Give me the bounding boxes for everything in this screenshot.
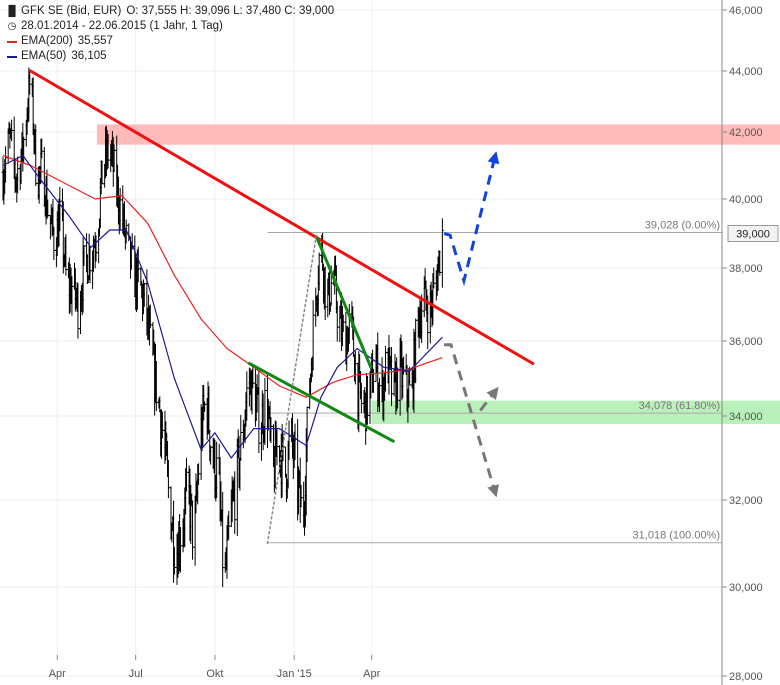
bearish-projection-arrow [444, 343, 499, 498]
axes: 28,000 30,000 32,000 34,000 36,000 38,000 40,0… [49, 0, 779, 685]
price-bar [257, 369, 261, 454]
y-tick-label: 32,000 [729, 495, 763, 507]
chart-legend: █​ GFK SE (Bid, EUR) O: 37,555 H: 39,096… [5, 4, 334, 64]
ema200-value: 35,557 [77, 35, 113, 47]
fib-level-label: 34,078 (61.80%) [639, 400, 720, 412]
x-tick-label: Apr [363, 668, 380, 680]
y-tick-label: 28,000 [729, 671, 763, 683]
price-bar [191, 500, 195, 560]
x-tick-label: Jul [129, 668, 143, 680]
y-tick-label: 36,000 [729, 336, 763, 348]
fibonacci-levels: 39,028 (0.00%) 34,078 (61.80%) 31,018 (100… [267, 220, 722, 544]
triangle-upper-line [315, 235, 373, 369]
projection-arrows [443, 151, 500, 498]
price-bar [221, 491, 225, 588]
instrument-name: GFK SE (Bid, EUR) [21, 5, 122, 17]
ohlc-values: O: 37,555 H: 39,096 L: 37,480 C: 39,000 [126, 5, 335, 17]
last-price-box [727, 225, 779, 242]
price-bar [239, 414, 243, 461]
y-tick-label: 46,000 [729, 5, 763, 17]
period-text: 28.01.2014 - 22.06.2015 (1 Jahr, 1 Tag) [21, 20, 223, 32]
y-tick-label: 38,000 [729, 263, 763, 275]
trend-lines [29, 69, 535, 545]
instrument-row: █​ GFK SE (Bid, EUR) O: 37,555 H: 39,096… [5, 4, 334, 19]
resistance-trendline [29, 69, 535, 365]
price-bar [284, 446, 288, 478]
fib-level-label: 31,018 (100.00%) [633, 530, 720, 542]
y-tick-label: 42,000 [729, 127, 763, 139]
bearish-alt-projection-arrow [479, 386, 499, 412]
bullish-projection-arrow [443, 151, 500, 287]
y-tick-label: 40,000 [729, 194, 763, 206]
grid-lines [0, 0, 722, 677]
y-tick-label: 34,000 [729, 411, 763, 423]
x-tick-label: Jan '15 [277, 668, 312, 680]
support-zone [371, 400, 780, 425]
ema50-line [2, 154, 443, 459]
last-price-label: 39,000 [736, 229, 770, 241]
last-price-tag: 39,000 [727, 225, 779, 242]
triangle-lower-line [247, 362, 395, 443]
clock-icon: ◷ [7, 21, 17, 32]
fib-connector-line [266, 232, 318, 545]
y-tick-label: 30,000 [729, 582, 763, 594]
ema200-line [2, 154, 443, 398]
period-row: ◷ 28.01.2014 - 22.06.2015 (1 Jahr, 1 Tag… [5, 19, 334, 34]
ema200-label: EMA(200) [21, 35, 73, 47]
price-bars [1, 67, 444, 588]
x-tick-label: Okt [206, 668, 223, 680]
resistance-zone [96, 124, 780, 145]
legend-ema50: EMA(50) 36,105 [5, 49, 334, 64]
moving-averages [2, 154, 443, 459]
legend-ema200: EMA(200) 35,557 [5, 34, 334, 49]
ema50-label: EMA(50) [21, 50, 67, 62]
highlight-zones [96, 124, 780, 425]
price-bar [440, 218, 444, 288]
ema50-value: 36,105 [71, 50, 107, 62]
y-tick-label: 44,000 [729, 66, 763, 78]
ema200-swatch [7, 40, 17, 43]
ema50-swatch [7, 55, 17, 58]
ohlc-bars-icon: █​ [8, 6, 16, 17]
fib-level-label: 39,028 (0.00%) [645, 220, 720, 232]
x-tick-label: Apr [49, 668, 66, 680]
